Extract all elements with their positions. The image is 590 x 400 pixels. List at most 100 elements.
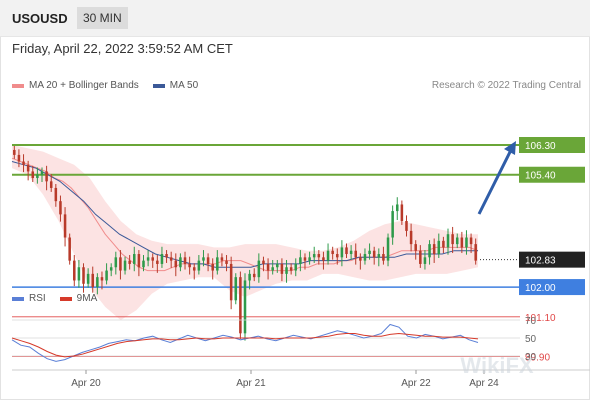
candle-body <box>63 214 67 238</box>
candle-body <box>82 267 85 284</box>
candle-body <box>174 260 178 268</box>
candle-body <box>160 254 164 264</box>
ma50-legend-label: MA 50 <box>169 80 199 91</box>
candle-body <box>239 277 242 334</box>
candle-body <box>391 211 394 238</box>
candle-body <box>317 254 321 258</box>
watermark-logo: WikiFX <box>460 353 533 378</box>
candle-body <box>354 250 358 258</box>
candle-body <box>266 263 270 271</box>
candle-body <box>414 244 417 251</box>
candle-body <box>363 254 367 261</box>
level-tag-105.40 <box>519 166 585 183</box>
candle-body <box>331 250 334 255</box>
rsi-legend-label: RSI <box>29 293 46 304</box>
candle-body <box>206 257 210 264</box>
candle-body <box>31 171 35 179</box>
candle-body <box>312 254 316 258</box>
candle-body <box>96 277 99 288</box>
candle-body <box>455 237 459 245</box>
candle-body <box>54 187 58 202</box>
candle-body <box>151 257 154 261</box>
candle-body <box>405 220 408 231</box>
candle-body <box>437 240 441 255</box>
candle-body <box>349 250 353 255</box>
candle-body <box>36 174 39 179</box>
rsi-line <box>11 323 479 362</box>
x-tick-label: Apr 20 <box>71 378 101 389</box>
candle-body <box>188 263 191 268</box>
symbol-label: USOUSD <box>12 11 68 26</box>
candle-body <box>285 267 288 274</box>
timeframe-button[interactable]: 30 MIN <box>77 7 128 29</box>
rsi-tick-50: 50 <box>525 334 537 345</box>
level-label-101.10: 101.10 <box>525 313 556 324</box>
current-price-tag <box>519 251 585 268</box>
candle-body <box>22 161 25 165</box>
candle-body <box>395 204 399 212</box>
candle-body <box>45 171 48 182</box>
forecast-arrow <box>477 149 513 215</box>
x-tick-label: Apr 22 <box>401 378 431 389</box>
candle-body <box>382 254 385 261</box>
candle-body <box>289 267 293 271</box>
candle-body <box>234 277 238 301</box>
candle-body <box>86 273 90 284</box>
candle-body <box>469 237 473 245</box>
candle-body <box>225 260 228 264</box>
candle-body <box>294 263 298 271</box>
level-label-106.30: 106.30 <box>525 141 556 152</box>
candle-body <box>68 237 71 261</box>
candle-body <box>17 154 21 162</box>
level-tag-106.30 <box>519 137 585 153</box>
candle-body <box>359 257 362 261</box>
candle-body <box>114 257 118 268</box>
candle-body <box>100 277 104 281</box>
rsi9ma-legend-swatch <box>59 296 72 301</box>
candle-body <box>262 260 265 264</box>
candle-body <box>442 240 445 248</box>
main-legend: MA 20 + Bollinger Bands MA 50 <box>12 80 198 91</box>
candle-body <box>248 273 251 281</box>
level-label-102.00: 102.00 <box>525 283 556 294</box>
candle-body <box>192 267 196 271</box>
candle-body <box>303 257 307 261</box>
candle-body <box>276 263 279 268</box>
candle-body <box>460 237 464 248</box>
candle-body <box>446 234 450 248</box>
chart-header: USOUSD 30 MIN <box>0 0 590 37</box>
candle-body <box>280 263 284 274</box>
candle-body <box>146 257 150 261</box>
candle-body <box>165 254 168 258</box>
candle-body <box>128 260 131 264</box>
candle-body <box>257 260 261 278</box>
ma50-line <box>11 161 478 268</box>
candle-body <box>345 247 348 255</box>
candle-body <box>211 263 214 271</box>
ma20-legend-label: MA 20 + Bollinger Bands <box>29 80 139 91</box>
candle-body <box>156 260 159 264</box>
candle-body <box>465 237 468 248</box>
candle-body <box>423 257 427 264</box>
candle-body <box>179 257 182 268</box>
candle-body <box>451 234 454 245</box>
rsi9ma-legend-label: 9MA <box>76 293 98 304</box>
candle-body <box>202 257 205 261</box>
candle-body <box>400 204 404 221</box>
candle-body <box>252 273 256 278</box>
candle-body <box>119 257 122 271</box>
candle-body <box>91 273 95 288</box>
candle-body <box>26 164 30 172</box>
candle-body <box>183 257 187 264</box>
rsi-tick-70: 70 <box>525 316 537 327</box>
candle-body <box>137 254 141 268</box>
candle-body <box>336 254 339 258</box>
candle-body <box>419 250 422 264</box>
candle-body <box>243 280 247 334</box>
level-label-105.40: 105.40 <box>525 171 556 182</box>
current-price-label: 102.83 <box>525 256 556 267</box>
candle-body <box>372 250 376 258</box>
candle-body <box>368 250 371 255</box>
research-credit: Research © 2022 Trading Central <box>431 80 581 91</box>
